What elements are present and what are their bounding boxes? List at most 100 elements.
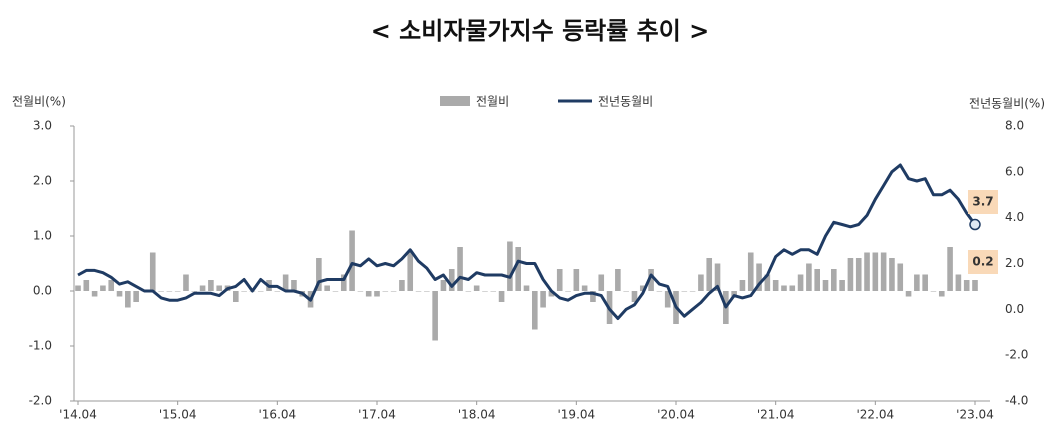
- bar: [208, 280, 214, 291]
- bar: [374, 291, 380, 297]
- bar: [291, 280, 297, 291]
- bar: [656, 291, 663, 292]
- bar: [448, 269, 455, 291]
- x-tick-label: '21.04: [757, 408, 795, 422]
- bar: [590, 291, 596, 302]
- bar: [382, 291, 389, 292]
- value-label: 0.2: [972, 255, 993, 269]
- bar: [424, 291, 430, 292]
- y-tick-label: 2.0: [33, 174, 52, 188]
- bar: [706, 258, 713, 291]
- bar: [698, 274, 704, 291]
- bar: [116, 291, 123, 297]
- y-tick-label: 0.0: [33, 284, 52, 298]
- bar: [781, 285, 787, 291]
- bar: [897, 263, 904, 291]
- x-tick-label: '22.04: [857, 408, 895, 422]
- bar: [615, 269, 621, 291]
- bar: [257, 291, 264, 292]
- value-label-box: [968, 250, 998, 274]
- x-tick-label: '19.04: [558, 408, 596, 422]
- legend-label: 전월비: [476, 95, 509, 109]
- bar: [399, 280, 405, 291]
- bar: [814, 269, 820, 291]
- value-label-box: [968, 190, 998, 214]
- bar: [739, 280, 746, 291]
- bar: [532, 291, 538, 330]
- bar: [648, 269, 654, 291]
- bar: [806, 263, 812, 291]
- bar: [75, 285, 81, 291]
- bar: [125, 291, 131, 308]
- bar: [332, 291, 339, 292]
- y2-tick-label: 6.0: [1005, 164, 1024, 178]
- x-tick-label: '23.04: [956, 408, 994, 422]
- bar: [149, 252, 156, 291]
- bar: [432, 291, 438, 341]
- bar: [598, 274, 605, 291]
- bar: [623, 291, 629, 292]
- x-tick-label: '17.04: [358, 408, 396, 422]
- bar: [905, 291, 912, 297]
- bar: [756, 263, 762, 291]
- y-tick-label: 3.0: [33, 119, 52, 133]
- bar: [457, 247, 463, 291]
- bar: [681, 291, 688, 292]
- bar: [100, 285, 106, 291]
- x-tick-label: '14.04: [59, 408, 97, 422]
- bar: [540, 291, 546, 308]
- bar: [241, 291, 247, 292]
- bar: [822, 280, 829, 291]
- bar: [631, 291, 638, 302]
- y2-axis-label: 전년동월비(%): [969, 97, 1045, 111]
- bar: [199, 285, 206, 291]
- bar: [340, 274, 347, 291]
- bar: [831, 269, 837, 291]
- x-tick-label: '15.04: [159, 408, 197, 422]
- bar: [772, 280, 779, 291]
- bar: [847, 258, 854, 291]
- bar: [390, 291, 397, 292]
- y2-tick-label: 8.0: [1005, 119, 1024, 133]
- y-tick-label: 1.0: [33, 229, 52, 243]
- bar: [797, 274, 804, 291]
- bar: [349, 230, 355, 291]
- bar: [191, 291, 198, 292]
- line: [77, 163, 977, 320]
- bar: [473, 285, 480, 291]
- bar: [972, 280, 978, 291]
- bar: [747, 252, 754, 291]
- bar: [482, 291, 488, 292]
- bar: [415, 291, 422, 292]
- x-tick-label: '20.04: [657, 408, 695, 422]
- y2-tick-label: -2.0: [1005, 348, 1028, 362]
- bar: [548, 291, 555, 297]
- y2-tick-label: 2.0: [1005, 256, 1024, 270]
- bar: [855, 258, 862, 291]
- bar: [507, 241, 513, 291]
- bar: [274, 291, 281, 292]
- bar: [515, 247, 521, 291]
- bar: [889, 258, 895, 291]
- bar: [963, 280, 970, 291]
- bar: [880, 252, 887, 291]
- end-marker: [969, 218, 981, 231]
- bar: [764, 274, 771, 291]
- legend-swatch: [440, 96, 470, 106]
- bar: [565, 291, 571, 292]
- bar: [174, 291, 181, 292]
- x-tick-label: '18.04: [458, 408, 496, 422]
- bar: [523, 285, 530, 291]
- bar: [839, 280, 845, 291]
- bar: [714, 263, 721, 291]
- y-tick-label: -2.0: [29, 394, 52, 408]
- bar: [183, 274, 189, 291]
- bar: [872, 252, 879, 291]
- y2-tick-label: -4.0: [1005, 394, 1028, 408]
- bar: [158, 291, 164, 292]
- bar: [930, 291, 937, 292]
- bar: [938, 291, 945, 297]
- bar: [166, 291, 173, 292]
- bar: [357, 291, 364, 292]
